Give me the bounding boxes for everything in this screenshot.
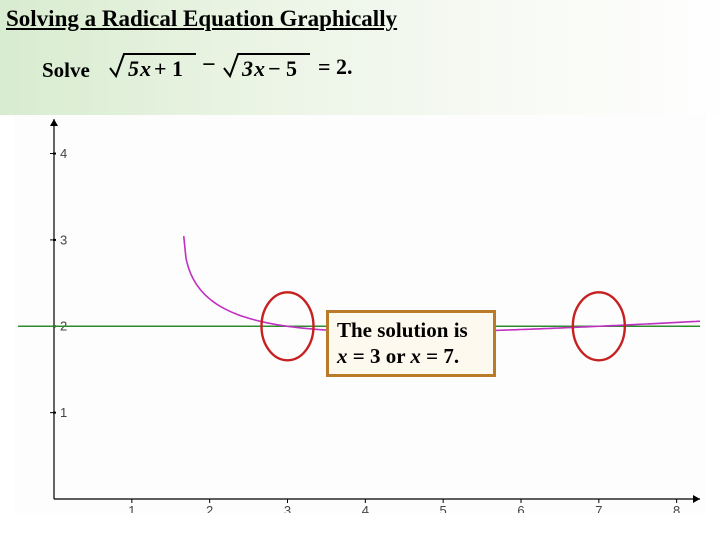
svg-text:2: 2 bbox=[206, 503, 213, 513]
svg-text:5: 5 bbox=[128, 56, 139, 81]
svg-text:3: 3 bbox=[241, 56, 253, 81]
chart-area: 123456781234 The solution is x = 3 or x … bbox=[14, 115, 706, 513]
svg-text:1: 1 bbox=[60, 405, 67, 420]
title-text: Solving a Radical Equation Graphically bbox=[6, 6, 397, 31]
svg-text:8: 8 bbox=[673, 503, 680, 513]
svg-text:−: − bbox=[202, 52, 216, 78]
svg-text:3: 3 bbox=[60, 232, 67, 247]
page-title: Solving a Radical Equation Graphically bbox=[6, 6, 397, 32]
svg-text:x: x bbox=[139, 56, 151, 81]
svg-text:4: 4 bbox=[362, 503, 369, 513]
solution-box: The solution is x = 3 or x = 7. bbox=[326, 310, 496, 377]
solution-line2: x = 3 or x = 7. bbox=[337, 343, 485, 369]
svg-text:1: 1 bbox=[128, 503, 135, 513]
solution-line1: The solution is bbox=[337, 317, 485, 343]
svg-text:7: 7 bbox=[595, 503, 602, 513]
svg-text:− 5: − 5 bbox=[268, 56, 297, 81]
svg-text:= 2.: = 2. bbox=[318, 54, 353, 79]
svg-text:x: x bbox=[253, 56, 265, 81]
svg-text:5: 5 bbox=[440, 503, 447, 513]
svg-text:3: 3 bbox=[284, 503, 291, 513]
svg-text:+ 1: + 1 bbox=[154, 56, 183, 81]
svg-text:6: 6 bbox=[517, 503, 524, 513]
svg-text:4: 4 bbox=[60, 146, 67, 161]
solve-label: Solve bbox=[42, 58, 90, 83]
equation-svg: 5x+ 1−3x− 5= 2. bbox=[108, 46, 388, 86]
